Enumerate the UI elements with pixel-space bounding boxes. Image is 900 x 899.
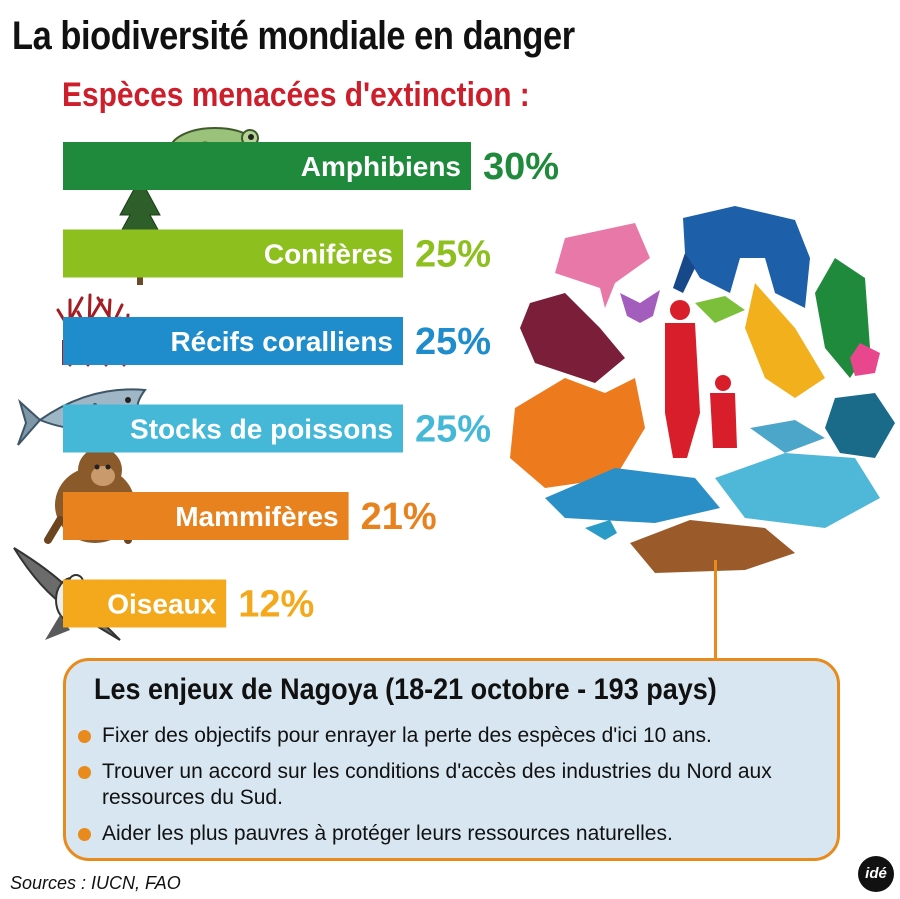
camel-shape xyxy=(510,378,645,488)
bar xyxy=(63,579,227,628)
list-item: Trouver un accord sur les conditions d'a… xyxy=(76,759,836,811)
bullet-list: Fixer des objectifs pour enrayer la pert… xyxy=(76,723,836,857)
connector-line xyxy=(714,560,717,660)
value-label: 25% xyxy=(415,321,491,363)
category-label: Mammifères xyxy=(175,501,338,532)
whale-shape xyxy=(545,468,720,523)
human-adult-shape xyxy=(665,323,700,458)
list-item: Aider les plus pauvres à protéger leurs … xyxy=(76,821,836,847)
sources-note: Sources : IUCN, FAO xyxy=(10,873,181,893)
elephant-shape xyxy=(683,206,810,308)
page-title: La biodiversité mondiale en danger xyxy=(12,14,575,58)
bar xyxy=(63,229,403,278)
value-label: 12% xyxy=(238,584,314,626)
category-label: Stocks de poissons xyxy=(130,414,393,445)
dolphin-shape xyxy=(750,420,825,453)
human-head-shape xyxy=(670,300,690,320)
flower-shape xyxy=(850,343,880,376)
bullet-text: Fixer des objectifs pour enrayer la pert… xyxy=(102,724,712,747)
child-head-shape xyxy=(715,375,731,391)
list-item: Fixer des objectifs pour enrayer la pert… xyxy=(76,723,836,749)
value-label: 30% xyxy=(483,146,559,188)
bar xyxy=(63,142,471,190)
category-label: Oiseaux xyxy=(107,589,216,620)
leaf-tree-shape xyxy=(815,258,870,378)
publisher-logo: idé xyxy=(858,856,894,892)
panel-title: Les enjeux de Nagoya (18-21 octobre - 19… xyxy=(94,673,717,706)
origami-animals-illustration xyxy=(510,206,895,573)
category-label: Amphibiens xyxy=(301,151,461,182)
value-label: 25% xyxy=(415,409,491,451)
bar xyxy=(63,317,403,365)
bullet-text: Trouver un accord sur les conditions d'a… xyxy=(102,760,772,809)
butterfly-shape xyxy=(620,290,660,323)
kangaroo-shape xyxy=(745,283,825,398)
category-label: Récifs coralliens xyxy=(170,326,393,357)
bird-shape xyxy=(695,296,745,323)
bullet-icon xyxy=(78,766,91,779)
bullet-icon xyxy=(78,828,91,841)
bullet-icon xyxy=(78,730,91,743)
polar-bear-shape xyxy=(715,453,880,528)
chart-subtitle: Espèces menacées d'extinction : xyxy=(62,76,530,114)
bar xyxy=(63,404,403,453)
turtle-shape xyxy=(825,393,895,458)
bullet-text: Aider les plus pauvres à protéger leurs … xyxy=(102,822,673,845)
value-label: 25% xyxy=(415,234,491,276)
human-child-shape xyxy=(710,393,737,448)
bar xyxy=(63,492,349,540)
category-label: Conifères xyxy=(264,239,393,270)
walrus-shape xyxy=(630,520,795,573)
flamingo-shape xyxy=(555,223,650,308)
small-fish-shape xyxy=(585,520,617,540)
nagoya-panel: Les enjeux de Nagoya (18-21 octobre - 19… xyxy=(63,658,840,861)
value-label: 21% xyxy=(361,496,437,538)
gorilla-shape xyxy=(520,293,625,383)
elephant-trunk-shape xyxy=(673,253,695,293)
